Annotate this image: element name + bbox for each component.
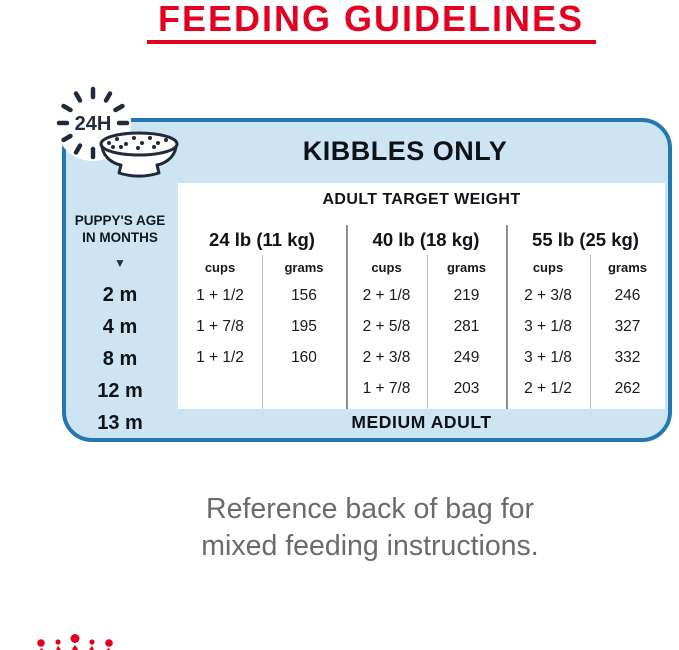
age-row-4m: 4 m — [102, 316, 138, 338]
cell: 156 — [291, 287, 317, 304]
subheader-row: cups grams cups grams cups grams — [178, 255, 665, 280]
weight-header-55lb: 55 lb (25 kg) — [532, 229, 639, 250]
table-group-divider — [506, 225, 508, 409]
age-column-label-line1: PUPPY'S AGE — [74, 213, 166, 228]
weight-header-row: 24 lb (11 kg) 40 lb (18 kg) 55 lb (25 kg… — [178, 225, 665, 255]
table-group-divider — [346, 225, 348, 409]
royal-canin-crown-logo — [28, 634, 122, 650]
age-column-label: PUPPY'S AGE IN MONTHS — [62, 212, 178, 246]
cell — [262, 373, 346, 404]
cell: 219 — [453, 287, 480, 304]
cell: 2 + 3/8 — [362, 349, 411, 366]
title-underline — [147, 40, 596, 44]
age-column-label-line2: IN MONTHS — [82, 230, 158, 245]
cell — [178, 373, 262, 404]
down-arrow-icon: ▼ — [114, 256, 126, 270]
cell: 332 — [614, 349, 641, 366]
weight-header-40lb: 40 lb (18 kg) — [372, 229, 480, 250]
cell: 262 — [614, 380, 641, 397]
cell: 246 — [614, 287, 641, 304]
table-row: 1 + 1/2 160 2 + 3/8 249 3 + 1/8 332 — [178, 342, 665, 373]
table-row: 1 + 7/8 195 2 + 5/8 281 3 + 1/8 327 — [178, 311, 665, 342]
kibbles-only-heading: KIBBLES ONLY — [302, 136, 508, 166]
age-row-8m: 8 m — [102, 348, 138, 370]
cell: 281 — [453, 318, 480, 335]
cell: 195 — [291, 318, 317, 335]
age-column: 2 m 4 m 8 m 12 m 13 m — [62, 279, 178, 439]
cell: 327 — [614, 318, 641, 335]
cell: 160 — [291, 349, 317, 366]
mixed-feeding-note: Reference back of bag for mixed feeding … — [70, 491, 670, 565]
note-line2: mixed feeding instructions. — [201, 530, 539, 562]
subheader-cups: cups — [532, 260, 564, 275]
table-row: 1 + 7/8 203 2 + 1/2 262 — [178, 373, 665, 404]
cell: 2 + 5/8 — [362, 318, 411, 335]
cell: 249 — [453, 349, 480, 366]
table-row: 1 + 1/2 156 2 + 1/8 219 2 + 3/8 246 — [178, 280, 665, 311]
subheader-grams: grams — [607, 260, 648, 275]
weight-table: ADULT TARGET WEIGHT 24 lb (11 kg) 40 lb … — [178, 183, 665, 409]
cell: 2 + 1/8 — [362, 287, 411, 304]
cell: 1 + 1/2 — [196, 287, 244, 304]
age-row-2m: 2 m — [102, 284, 138, 306]
table-column-divider — [590, 255, 591, 409]
kibble-bowl-icon — [95, 127, 183, 186]
cell: 1 + 7/8 — [362, 380, 411, 397]
cell: 3 + 1/8 — [524, 349, 572, 366]
clock-24h-label: 24H — [75, 113, 112, 135]
cell: 3 + 1/8 — [524, 318, 572, 335]
cell: 1 + 7/8 — [196, 318, 244, 335]
cell: 2 + 1/2 — [524, 380, 572, 397]
table-column-divider — [262, 255, 263, 409]
cell: 2 + 3/8 — [524, 287, 572, 304]
subheader-grams: grams — [284, 260, 324, 275]
subheader-grams: grams — [446, 260, 487, 275]
subheader-cups: cups — [371, 260, 402, 275]
age-row-12m: 12 m — [97, 380, 143, 402]
age-row-13m: 13 m — [97, 412, 143, 434]
medium-adult-label: MEDIUM ADULT — [351, 412, 492, 432]
note-line1: Reference back of bag for — [206, 493, 534, 525]
cell: 203 — [453, 380, 480, 397]
page-title: FEEDING GUIDELINES — [157, 0, 585, 39]
subheader-cups: cups — [204, 260, 236, 275]
cell: 1 + 1/2 — [196, 349, 244, 366]
table-title: ADULT TARGET WEIGHT — [322, 191, 521, 208]
table-column-divider — [427, 255, 428, 409]
table-body: 1 + 1/2 156 2 + 1/8 219 2 + 3/8 246 1 + … — [178, 280, 665, 404]
weight-header-24lb: 24 lb (11 kg) — [209, 229, 315, 250]
